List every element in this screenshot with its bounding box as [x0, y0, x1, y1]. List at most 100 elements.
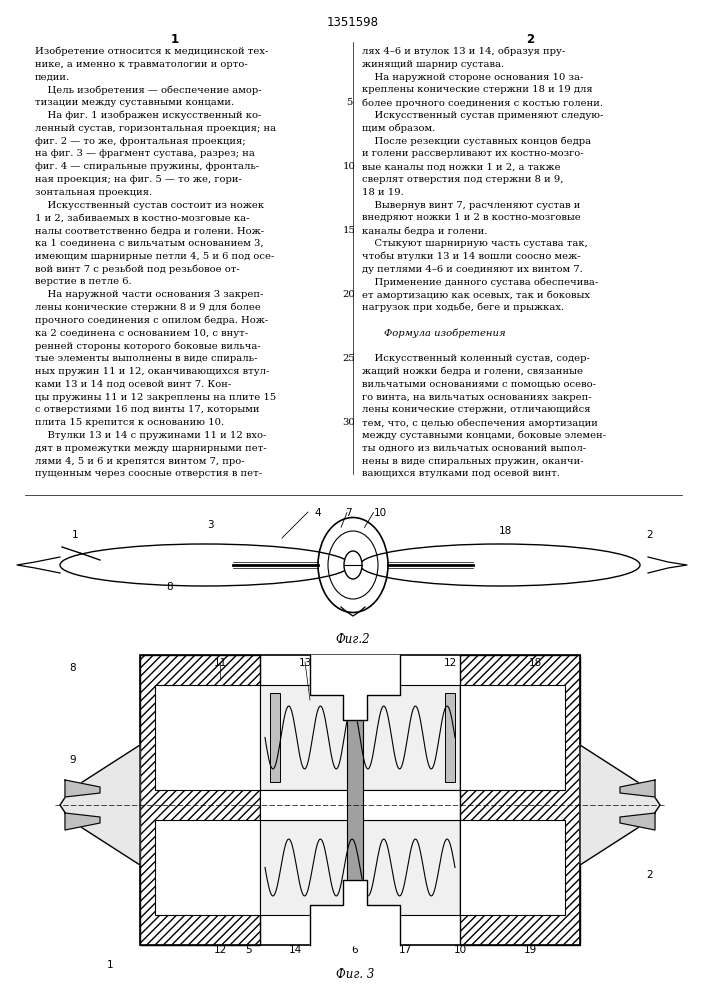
- Text: вающихся втулками под осевой винт.: вающихся втулками под осевой винт.: [362, 469, 560, 478]
- Ellipse shape: [344, 551, 362, 579]
- Bar: [140, 655, 260, 945]
- Text: 25: 25: [343, 354, 356, 363]
- Text: между суставными концами, боковые элемен-: между суставными концами, боковые элемен…: [362, 431, 606, 440]
- Bar: [270, 693, 280, 782]
- Bar: [343, 708, 367, 720]
- Bar: [140, 655, 580, 945]
- Text: фиг. 2 — то же, фронтальная проекция;: фиг. 2 — то же, фронтальная проекция;: [35, 137, 245, 146]
- Bar: [460, 685, 565, 790]
- Text: сверлят отверстия под стержни 8 и 9,: сверлят отверстия под стержни 8 и 9,: [362, 175, 563, 184]
- Text: лены конические стержни 8 и 9 для более: лены конические стержни 8 и 9 для более: [35, 303, 261, 312]
- Polygon shape: [65, 780, 100, 797]
- Text: 1: 1: [171, 33, 179, 46]
- Text: 2: 2: [526, 33, 534, 46]
- Text: лями 4, 5 и 6 и крепятся винтом 7, про-: лями 4, 5 и 6 и крепятся винтом 7, про-: [35, 457, 245, 466]
- Text: го винта, на вильчатых основаниях закреп-: го винта, на вильчатых основаниях закреп…: [362, 393, 592, 402]
- Text: 17: 17: [398, 945, 411, 955]
- Text: 4: 4: [387, 658, 393, 668]
- Text: внедряют ножки 1 и 2 в костно-мозговые: внедряют ножки 1 и 2 в костно-мозговые: [362, 213, 580, 222]
- Text: имеющим шарнирные петли 4, 5 и 6 под осе-: имеющим шарнирные петли 4, 5 и 6 под осе…: [35, 252, 274, 261]
- Bar: [347, 720, 363, 880]
- Text: вильчатыми основаниями с помощью осево-: вильчатыми основаниями с помощью осево-: [362, 380, 596, 389]
- Text: 1 и 2, забиваемых в костно-мозговые ка-: 1 и 2, забиваемых в костно-мозговые ка-: [35, 213, 250, 222]
- Text: креплены конические стержни 18 и 19 для: креплены конические стержни 18 и 19 для: [362, 85, 592, 94]
- Text: Стыкуют шарнирную часть сустава так,: Стыкуют шарнирную часть сустава так,: [362, 239, 588, 248]
- Text: ка 1 соединена с вильчатым основанием 3,: ка 1 соединена с вильчатым основанием 3,: [35, 239, 264, 248]
- Text: 6: 6: [351, 945, 358, 955]
- Text: Втулки 13 и 14 с пружинами 11 и 12 вхо-: Втулки 13 и 14 с пружинами 11 и 12 вхо-: [35, 431, 267, 440]
- Text: 1: 1: [107, 960, 113, 970]
- Text: 18: 18: [498, 526, 512, 536]
- Text: более прочного соединения с костью голени.: более прочного соединения с костью голен…: [362, 98, 603, 108]
- Text: 13: 13: [298, 658, 312, 668]
- Text: 7: 7: [345, 508, 351, 518]
- Polygon shape: [620, 813, 655, 830]
- Text: нагрузок при ходьбе, беге и прыжках.: нагрузок при ходьбе, беге и прыжках.: [362, 303, 564, 312]
- Text: 1351598: 1351598: [327, 16, 379, 29]
- Text: верстие в петле 6.: верстие в петле 6.: [35, 277, 132, 286]
- Text: Изобретение относится к медицинской тех-: Изобретение относится к медицинской тех-: [35, 47, 269, 56]
- Text: нике, а именно к травматологии и орто-: нике, а именно к травматологии и орто-: [35, 60, 247, 69]
- Bar: [260, 820, 460, 915]
- Text: 30: 30: [343, 418, 356, 427]
- Text: ками 13 и 14 под осевой винт 7. Кон-: ками 13 и 14 под осевой винт 7. Кон-: [35, 380, 231, 389]
- Text: каналы бедра и голени.: каналы бедра и голени.: [362, 226, 488, 236]
- Text: 2: 2: [647, 870, 653, 880]
- Text: 12: 12: [443, 658, 457, 668]
- Text: 2: 2: [647, 530, 653, 540]
- Polygon shape: [65, 813, 100, 830]
- Text: 3: 3: [206, 520, 214, 530]
- Text: на фиг. 3 — фрагмент сустава, разрез; на: на фиг. 3 — фрагмент сустава, разрез; на: [35, 149, 255, 158]
- Text: 12: 12: [214, 945, 227, 955]
- Text: ная проекция; на фиг. 5 — то же, гори-: ная проекция; на фиг. 5 — то же, гори-: [35, 175, 242, 184]
- Bar: [460, 655, 580, 945]
- Text: налы соответственно бедра и голени. Нож-: налы соответственно бедра и голени. Нож-: [35, 226, 264, 236]
- Text: 9: 9: [70, 755, 76, 765]
- Text: вой винт 7 с резьбой под резьбовое от-: вой винт 7 с резьбой под резьбовое от-: [35, 265, 240, 274]
- Text: педии.: педии.: [35, 73, 70, 82]
- Text: прочного соединения с опилом бедра. Нож-: прочного соединения с опилом бедра. Нож-: [35, 316, 268, 325]
- Text: пущенным через соосные отверстия в пет-: пущенным через соосные отверстия в пет-: [35, 469, 262, 478]
- Text: 18: 18: [528, 658, 542, 668]
- Polygon shape: [620, 780, 655, 797]
- Bar: [460, 820, 565, 915]
- Text: ду петлями 4–6 и соединяют их винтом 7.: ду петлями 4–6 и соединяют их винтом 7.: [362, 265, 583, 274]
- Text: 4: 4: [315, 508, 321, 518]
- Text: ных пружин 11 и 12, оканчивающихся втул-: ных пружин 11 и 12, оканчивающихся втул-: [35, 367, 269, 376]
- Text: лях 4–6 и втулок 13 и 14, образуя пру-: лях 4–6 и втулок 13 и 14, образуя пру-: [362, 47, 566, 56]
- Polygon shape: [310, 655, 400, 720]
- Text: 19: 19: [523, 945, 537, 955]
- Text: вые каналы под ножки 1 и 2, а также: вые каналы под ножки 1 и 2, а также: [362, 162, 561, 171]
- Text: 20: 20: [343, 290, 356, 299]
- Text: 8: 8: [70, 663, 76, 673]
- Text: После резекции суставных концов бедра: После резекции суставных концов бедра: [362, 137, 591, 146]
- Polygon shape: [310, 880, 400, 945]
- Text: 10: 10: [453, 945, 467, 955]
- Text: 18 и 19.: 18 и 19.: [362, 188, 404, 197]
- Text: нены в виде спиральных пружин, оканчи-: нены в виде спиральных пружин, оканчи-: [362, 457, 583, 466]
- Text: 15: 15: [343, 226, 356, 235]
- Text: лены конические стержни, отличающийся: лены конические стержни, отличающийся: [362, 405, 590, 414]
- Text: жащий ножки бедра и голени, связанные: жащий ножки бедра и голени, связанные: [362, 367, 583, 376]
- Bar: [260, 685, 460, 790]
- Text: Вывернув винт 7, расчленяют сустав и: Вывернув винт 7, расчленяют сустав и: [362, 201, 580, 210]
- Text: На фиг. 1 изображен искусственный ко-: На фиг. 1 изображен искусственный ко-: [35, 111, 262, 120]
- Text: плита 15 крепится к основанию 10.: плита 15 крепится к основанию 10.: [35, 418, 224, 427]
- Text: с отверстиями 16 под винты 17, которыми: с отверстиями 16 под винты 17, которыми: [35, 405, 259, 414]
- Text: 10: 10: [373, 508, 387, 518]
- Text: Формула изобретения: Формула изобретения: [384, 329, 506, 338]
- Text: щим образом.: щим образом.: [362, 124, 436, 133]
- Text: Фиг.2: Фиг.2: [336, 633, 370, 646]
- Text: ка 2 соединена с основанием 10, с внут-: ка 2 соединена с основанием 10, с внут-: [35, 329, 248, 338]
- Text: зонтальная проекция.: зонтальная проекция.: [35, 188, 152, 197]
- Text: 11: 11: [214, 658, 227, 668]
- Text: 5: 5: [346, 98, 352, 107]
- Text: Искусственный коленный сустав, содер-: Искусственный коленный сустав, содер-: [362, 354, 590, 363]
- Text: чтобы втулки 13 и 14 вошли соосно меж-: чтобы втулки 13 и 14 вошли соосно меж-: [362, 252, 580, 261]
- Bar: [445, 693, 455, 782]
- Text: Искусственный сустав применяют следую-: Искусственный сустав применяют следую-: [362, 111, 603, 120]
- Polygon shape: [580, 745, 660, 865]
- Text: 14: 14: [288, 945, 302, 955]
- Text: На наружной части основания 3 закреп-: На наружной части основания 3 закреп-: [35, 290, 264, 299]
- Text: ты одного из вильчатых оснований выпол-: ты одного из вильчатых оснований выпол-: [362, 444, 586, 453]
